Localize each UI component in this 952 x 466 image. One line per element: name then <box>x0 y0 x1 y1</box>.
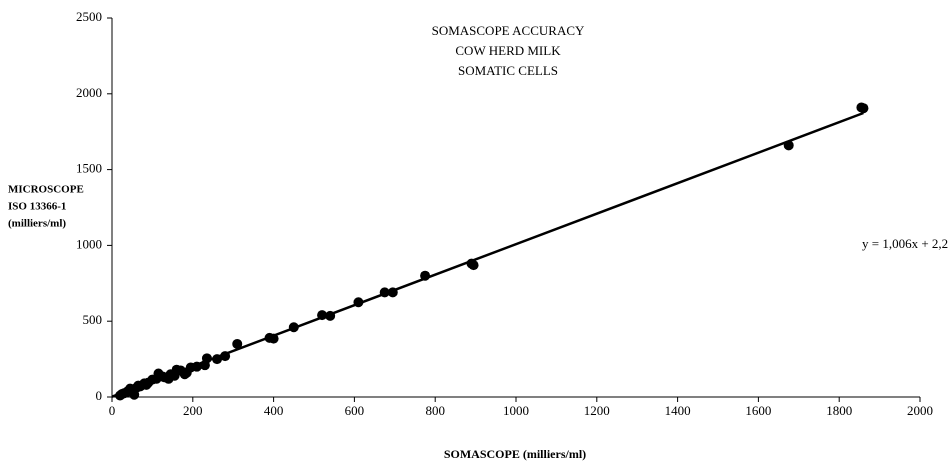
y-axis-label: ISO 13366-1 <box>8 201 66 213</box>
point <box>232 338 243 349</box>
y-tick-label: 500 <box>83 312 103 327</box>
x-tick-label: 1800 <box>826 403 852 418</box>
x-tick-label: 400 <box>264 403 284 418</box>
x-tick-label: 800 <box>425 403 445 418</box>
chart-title: COW HERD MILK <box>455 43 561 58</box>
point <box>129 389 140 400</box>
x-tick-label: 1600 <box>745 403 771 418</box>
y-tick-label: 2500 <box>76 9 102 24</box>
trendline <box>111 111 864 398</box>
x-tick-label: 1400 <box>665 403 691 418</box>
x-tick-label: 0 <box>109 403 116 418</box>
chart-title: SOMASCOPE ACCURACY <box>432 23 585 38</box>
x-tick-label: 200 <box>183 403 203 418</box>
x-tick-label: 1000 <box>503 403 529 418</box>
point <box>856 102 867 113</box>
x-axis-label: SOMASCOPE (milliers/ml) <box>444 447 586 461</box>
y-tick-label: 1000 <box>76 236 102 251</box>
y-tick-label: 0 <box>96 388 103 403</box>
x-tick-label: 1200 <box>584 403 610 418</box>
chart-title: SOMATIC CELLS <box>458 63 558 78</box>
x-tick-label: 2000 <box>907 403 933 418</box>
y-axis-label: MICROSCOPE <box>8 184 84 196</box>
trendline-label: y = 1,006x + 2,2 <box>862 236 948 251</box>
y-tick-label: 2000 <box>76 85 102 100</box>
x-tick-label: 600 <box>345 403 365 418</box>
y-axis-label: (milliers/ml) <box>8 218 66 230</box>
y-tick-label: 1500 <box>76 161 102 176</box>
